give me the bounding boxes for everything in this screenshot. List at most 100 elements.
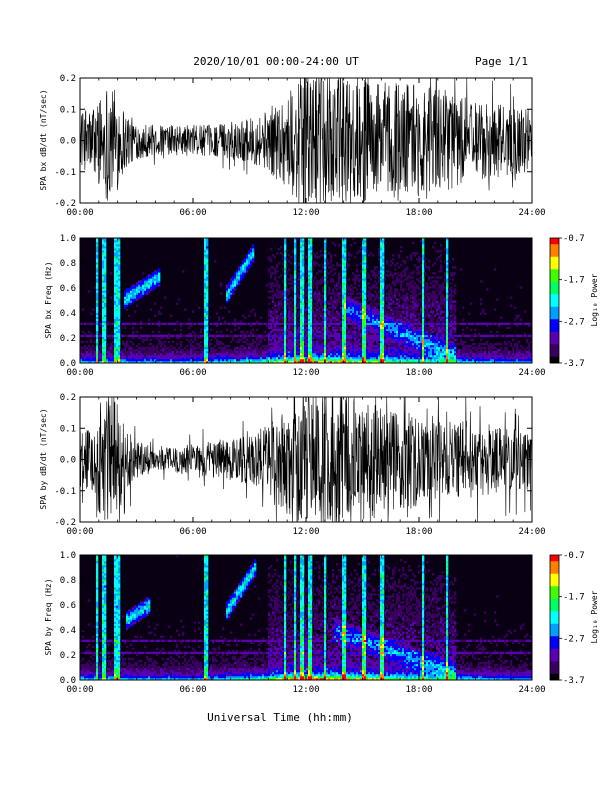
- spectrogram-cell: [232, 334, 235, 338]
- spectrogram-cell: [340, 316, 343, 319]
- spectrogram-cell: [102, 336, 105, 340]
- spectrogram-cell: [384, 304, 387, 307]
- spectrogram-cell: [114, 332, 117, 336]
- spectrogram-cell: [330, 340, 333, 344]
- spectrogram-cell: [272, 284, 275, 287]
- spectrogram-cell: [162, 334, 165, 338]
- spectrogram-cell: [334, 340, 337, 344]
- spectrogram-cell: [404, 278, 407, 281]
- spectrogram-cell: [100, 324, 103, 328]
- spectrogram-cell: [332, 310, 335, 313]
- spectrogram-cell: [274, 308, 277, 311]
- spectrogram-cell: [336, 304, 339, 307]
- spectrogram-cell: [388, 336, 391, 340]
- spectrogram-cell: [298, 302, 301, 305]
- spectrogram-cell: [300, 334, 303, 338]
- spectrogram-cell: [274, 360, 277, 364]
- spectrogram-cell: [364, 310, 367, 313]
- spectrogram-cell: [278, 332, 281, 336]
- spectrogram-cell: [310, 332, 313, 336]
- spectrogram-cell: [348, 338, 351, 342]
- spectrogram-cell: [332, 356, 335, 360]
- spectrogram-cell: [314, 314, 317, 317]
- spectrogram-cell: [128, 334, 131, 338]
- spectrogram-cell: [368, 304, 371, 307]
- spectrogram-cell: [374, 358, 377, 362]
- spectrogram-cell: [282, 296, 285, 299]
- spectrogram-cell: [136, 348, 139, 352]
- spectrogram-cell: [314, 306, 317, 309]
- spectrogram-cell: [286, 340, 289, 344]
- spectrogram-cell: [300, 344, 303, 348]
- spectrogram-cell: [354, 304, 357, 307]
- spectrogram-cell: [234, 320, 237, 323]
- spectrogram-cell: [292, 336, 295, 340]
- spectrogram-cell: [368, 344, 371, 348]
- spectrogram-cell: [400, 286, 403, 289]
- spectrogram-cell: [386, 320, 389, 323]
- spectrogram-cell: [128, 300, 131, 303]
- spectrogram-cell: [326, 322, 329, 325]
- spectrogram-cell: [236, 334, 239, 338]
- spectrogram-cell: [284, 338, 287, 342]
- spectrogram-cell: [312, 342, 315, 346]
- spectrogram-cell: [296, 356, 299, 360]
- spectrogram-cell: [194, 356, 197, 360]
- spectrogram-cell: [368, 326, 371, 330]
- spectrogram-cell: [400, 332, 403, 336]
- spectrogram-cell: [414, 326, 417, 330]
- spectrogram-cell: [412, 272, 415, 275]
- spectrogram-cell: [236, 282, 239, 285]
- spectrogram-cell: [390, 296, 393, 299]
- spectrogram-cell: [292, 288, 295, 291]
- spectrogram-cell: [228, 282, 231, 285]
- spectrogram-cell: [362, 314, 365, 317]
- spectrogram-cell: [294, 294, 297, 297]
- spectrogram-cell: [310, 290, 313, 293]
- spectrogram-cell: [88, 330, 91, 334]
- spectrogram-cell: [88, 352, 91, 356]
- spectrogram-cell: [114, 356, 117, 360]
- spectrogram-cell: [282, 346, 285, 350]
- spectrogram-cell: [350, 302, 353, 305]
- spectrogram-cell: [176, 348, 179, 352]
- spectrogram-cell: [342, 242, 345, 245]
- spectrogram-cell: [410, 330, 413, 334]
- spectrogram-cell: [100, 352, 103, 356]
- spectrogram-cell: [276, 308, 279, 311]
- spectrogram-cell: [104, 272, 107, 275]
- spectrogram-cell: [96, 248, 99, 251]
- dbdt-trace: [79, 77, 533, 204]
- spectrogram-cell: [220, 330, 223, 334]
- spectrogram-cell: [114, 358, 117, 362]
- spectrogram-cell: [206, 276, 209, 279]
- spectrogram-cell: [248, 256, 251, 259]
- spectrogram-cell: [310, 340, 313, 344]
- spectrogram-cell: [340, 284, 343, 287]
- spectrogram-cell: [414, 304, 417, 307]
- spectrogram-cell: [324, 332, 327, 336]
- spectrogram-cell: [284, 342, 287, 346]
- spectrogram-cell: [338, 292, 341, 295]
- spectrogram-cell: [200, 350, 203, 354]
- spectrogram-cell: [312, 286, 315, 289]
- spectrogram-cell: [380, 338, 383, 342]
- spectrogram-cell: [280, 322, 283, 325]
- spectrogram-cell: [132, 288, 135, 291]
- spectrogram-cell: [250, 252, 253, 255]
- spectrogram-cell: [302, 356, 305, 360]
- spectrogram-cell: [338, 244, 341, 247]
- spectrogram-cell: [394, 268, 397, 271]
- spectrogram-cell: [312, 354, 315, 358]
- spectrogram-cell: [130, 322, 133, 325]
- spectrogram-cell: [296, 340, 299, 344]
- spectrogram-cell: [274, 340, 277, 344]
- spectrogram-cell: [268, 356, 271, 360]
- spectrogram-cell: [310, 284, 313, 287]
- spectrogram-cell: [404, 326, 407, 330]
- spectrogram-cell: [396, 352, 399, 356]
- spectrogram-cell: [320, 346, 323, 350]
- spectrogram-cell: [412, 320, 415, 323]
- spectrogram-cell: [308, 306, 311, 309]
- spectrogram-cell: [272, 330, 275, 334]
